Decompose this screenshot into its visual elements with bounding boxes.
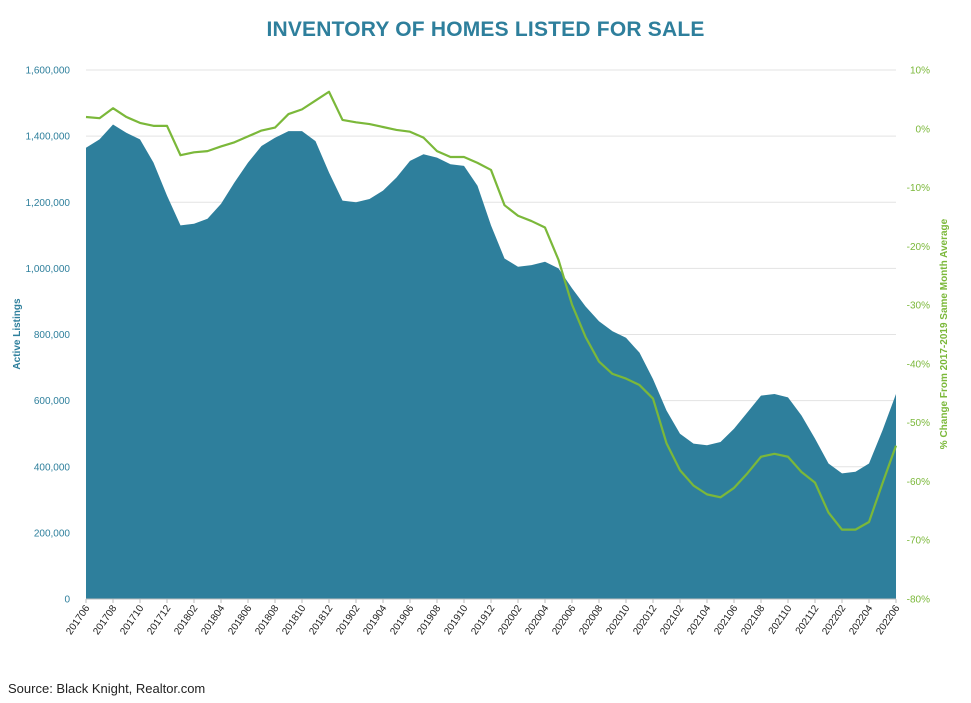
- x-tick-label: 202012: [631, 603, 659, 637]
- y2-tick-label: -50%: [907, 418, 930, 429]
- x-tick-label: 202108: [739, 603, 767, 637]
- line-layer: [85, 90, 898, 531]
- x-tick-label: 202004: [523, 603, 551, 637]
- y-tick-label: 1,600,000: [26, 66, 71, 77]
- y2-axis-title: % Change From 2017-2019 Same Month Avera…: [939, 218, 950, 449]
- x-tick-label: 201904: [361, 603, 389, 637]
- y-tick-label: 400,000: [34, 462, 71, 473]
- x-tick-label: 201802: [172, 603, 200, 637]
- y2-tick-label: 10%: [910, 66, 930, 77]
- x-tick-label: 202204: [847, 603, 875, 637]
- x-tick-label: 201902: [334, 603, 362, 637]
- x-tick-label: 201910: [442, 603, 470, 637]
- x-tick-label: 202202: [820, 603, 848, 637]
- x-tick-label: 201804: [199, 603, 227, 637]
- x-tick-label: 202110: [767, 603, 795, 636]
- y2-tick-label: -30%: [907, 301, 930, 312]
- y2-tick-label: -80%: [907, 595, 930, 606]
- x-tick-label: 201912: [469, 603, 497, 637]
- x-tick-label: 202010: [604, 603, 632, 637]
- x-tick-label: 202002: [496, 603, 524, 637]
- x-tick-label: 201908: [415, 603, 443, 637]
- y-tick-label: 1,400,000: [26, 132, 71, 143]
- y-tick-label: 600,000: [34, 396, 71, 407]
- y2-tick-label: -60%: [907, 477, 930, 488]
- x-tick-label: 202112: [794, 603, 822, 636]
- y-tick-label: 0: [64, 595, 70, 606]
- x-tick-label: 201808: [253, 603, 281, 637]
- area-layer: [85, 124, 897, 600]
- x-tick-label: 202008: [577, 603, 605, 637]
- x-tick-label: 201710: [118, 603, 146, 637]
- x-tick-label: 202106: [712, 603, 740, 637]
- y-tick-label: 800,000: [34, 330, 71, 341]
- y2-tick-label: 0%: [916, 124, 931, 135]
- x-tick-label: 201806: [226, 603, 254, 637]
- chart-title: INVENTORY OF HOMES LISTED FOR SALE: [266, 18, 705, 41]
- x-tick-label: 201712: [145, 603, 173, 637]
- x-tick-label: 201810: [280, 603, 308, 637]
- y2-tick-label: -20%: [907, 242, 930, 253]
- x-tick-label: 201906: [388, 603, 416, 637]
- x-tick-label: 201706: [64, 603, 92, 637]
- x-tick-label: 201708: [91, 603, 119, 637]
- y2-tick-label: -10%: [907, 183, 930, 194]
- y-tick-label: 1,200,000: [26, 198, 71, 209]
- source-note: Source: Black Knight, Realtor.com: [8, 681, 206, 696]
- x-tick-label: 202006: [550, 603, 578, 637]
- y-tick-label: 200,000: [34, 528, 71, 539]
- y-axis-title: Active Listings: [12, 298, 23, 370]
- y-tick-label: 1,000,000: [26, 264, 71, 275]
- x-tick-label: 201812: [307, 603, 335, 637]
- x-tick-label: 202104: [685, 603, 713, 637]
- x-tick-label: 202102: [658, 603, 686, 637]
- y2-tick-label: -40%: [907, 359, 930, 370]
- active-listings-area: [86, 124, 896, 600]
- y2-tick-label: -70%: [907, 536, 930, 547]
- x-tick-label: 202206: [874, 603, 902, 637]
